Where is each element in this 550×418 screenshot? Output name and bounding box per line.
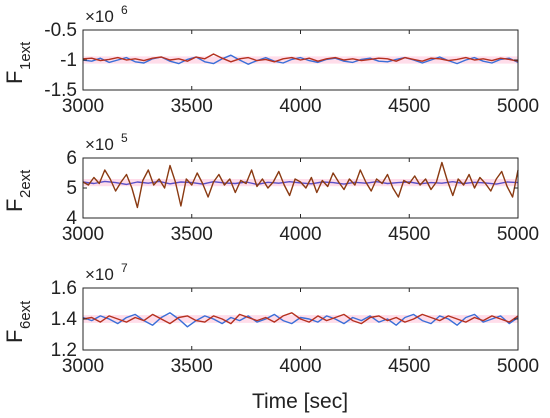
axes-frame xyxy=(82,157,519,219)
x-tick-label: 3000 xyxy=(62,356,104,377)
x-axis-label: Time [sec] xyxy=(252,390,348,413)
x-tick-label: 4000 xyxy=(279,224,321,245)
x-tick-label: 4000 xyxy=(279,356,321,377)
y-tick-label: 1.6 xyxy=(51,278,77,299)
x-tick-label: 4500 xyxy=(388,224,430,245)
x-tick-label: 5000 xyxy=(497,224,539,245)
y-tick-label: 4 xyxy=(66,208,77,229)
axis-multiplier-power: 5 xyxy=(121,131,128,145)
axis-multiplier-power: 6 xyxy=(121,3,128,17)
y-axis-label-subscript: 6ext xyxy=(17,300,34,329)
y-tick-label: -0.5 xyxy=(44,20,77,41)
y-tick-label: 6 xyxy=(66,148,77,169)
x-tick-label: 5000 xyxy=(497,356,539,377)
x-tick-label: 4000 xyxy=(279,96,321,117)
y-axis-label-main: F xyxy=(2,71,27,84)
series-line-2 xyxy=(82,161,519,209)
y-tick-label: -1.5 xyxy=(44,80,77,101)
axis-multiplier-power: 7 xyxy=(121,261,128,275)
axis-multiplier-base: ×10 xyxy=(85,265,114,284)
y-axis-label-subscript: 2ext xyxy=(17,169,34,198)
x-tick-label: 5000 xyxy=(497,96,539,117)
y-tick-label: 1.4 xyxy=(51,309,78,330)
x-tick-label: 3000 xyxy=(62,96,104,117)
x-tick-label: 3000 xyxy=(62,224,104,245)
y-tick-label: -1 xyxy=(60,50,77,71)
x-tick-label: 4500 xyxy=(388,356,430,377)
y-tick-label: 1.2 xyxy=(51,340,77,361)
series-line-2 xyxy=(82,312,519,325)
y-axis-label-main: F xyxy=(2,199,27,212)
axis-multiplier-base: ×10 xyxy=(85,7,114,26)
x-tick-label: 3500 xyxy=(171,96,213,117)
x-tick-label: 3500 xyxy=(171,224,213,245)
x-tick-label: 4500 xyxy=(388,96,430,117)
axis-multiplier-base: ×10 xyxy=(85,135,114,154)
y-axis-label-main: F xyxy=(2,330,27,343)
x-tick-label: 3500 xyxy=(171,356,213,377)
y-axis-label-subscript: 1ext xyxy=(17,41,34,70)
series-line-2 xyxy=(82,53,519,63)
y-tick-label: 5 xyxy=(66,178,77,199)
